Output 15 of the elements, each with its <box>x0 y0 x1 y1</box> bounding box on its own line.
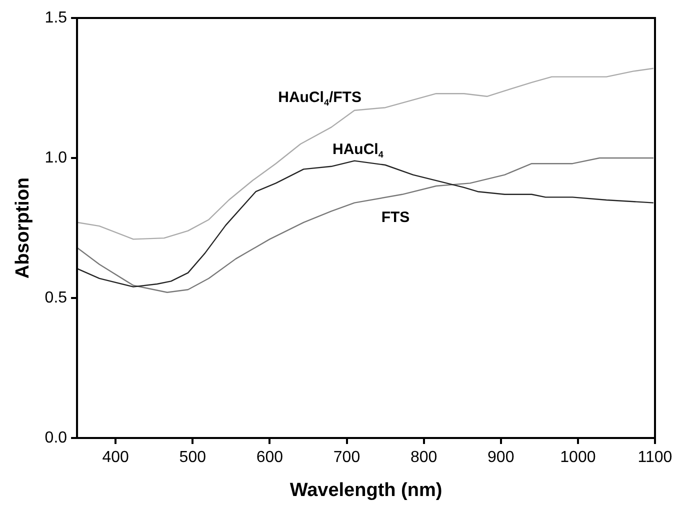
x-axis-title: Wavelength (nm) <box>290 480 442 501</box>
y-tick-label: 1.5 <box>44 9 68 26</box>
y-tick-label: 1.0 <box>44 149 68 166</box>
x-tick-label: 1100 <box>638 449 672 466</box>
y-tick-label: 0.0 <box>44 429 68 446</box>
x-tick-label: 1000 <box>560 449 596 466</box>
x-tick-label: 600 <box>256 449 284 466</box>
x-tick-label: 500 <box>179 449 206 466</box>
x-tick-label: 400 <box>102 449 130 466</box>
x-tick-label: 900 <box>488 449 514 466</box>
y-axis-title: Absorption <box>12 177 34 279</box>
series-label: FTS <box>381 209 410 226</box>
y-tick-label: 0.5 <box>44 289 68 306</box>
x-tick-label: 700 <box>333 449 360 466</box>
x-tick-label: 800 <box>410 449 438 466</box>
